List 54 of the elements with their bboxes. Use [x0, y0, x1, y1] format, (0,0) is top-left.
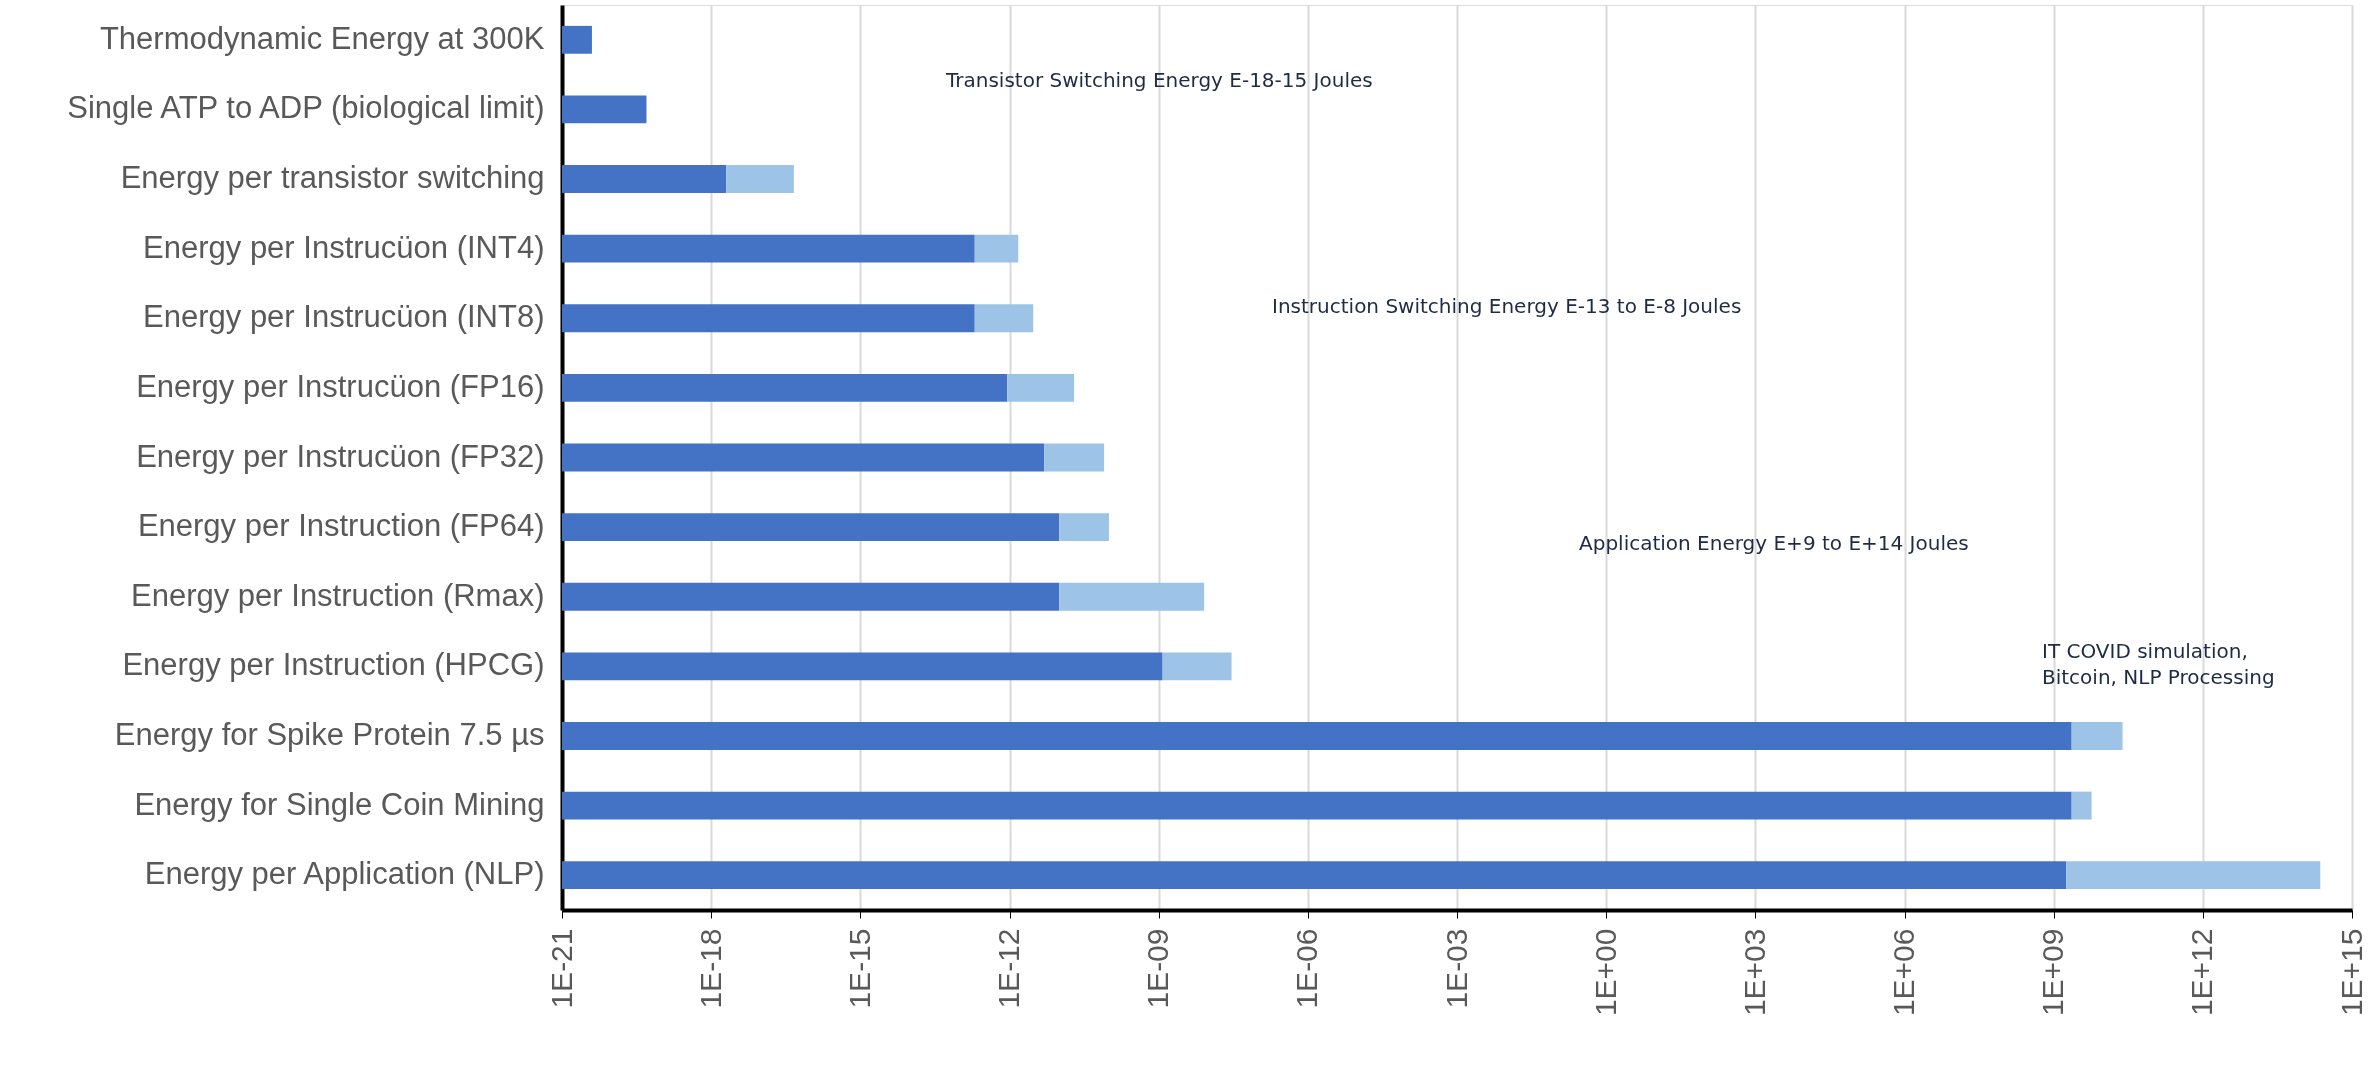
annotation: Application Energy E+9 to E+14 Joules: [1579, 531, 1969, 555]
annotation: IT COVID simulation, Bitcoin, NLP Processing: [2042, 639, 2275, 689]
x-tick-label: 1E+00: [1588, 928, 1622, 1017]
bar: [562, 722, 2072, 750]
y-tick-label: Energy per transistor switching: [120, 160, 545, 196]
y-tick-label: Energy per Application (NLP): [144, 856, 545, 892]
bar: [974, 304, 1034, 333]
x-tick-label: 1E-21: [544, 928, 578, 1009]
bar: [2066, 861, 2321, 890]
bar: [562, 373, 1008, 402]
bar: [1059, 513, 1109, 542]
y-tick-label: Energy per Instrucüon (FP32): [136, 438, 545, 474]
bar: [1044, 443, 1105, 472]
bar: [562, 304, 975, 333]
y-tick-label: Energy per Instruction (Rmax): [131, 577, 545, 613]
bar: [1162, 652, 1232, 681]
bar: [562, 513, 1060, 542]
y-tick-label: Energy per Instrucüon (FP16): [136, 368, 545, 404]
x-tick-label: 1E-15: [842, 928, 876, 1009]
y-tick-label: Thermodynamic Energy at 300K: [99, 20, 545, 56]
bar: [562, 234, 975, 263]
x-tick-label: 1E-09: [1141, 928, 1175, 1009]
x-tick-label: 1E+15: [2334, 928, 2368, 1017]
y-tick-label: Single ATP to ADP (biological limit): [67, 90, 545, 126]
bar: [726, 165, 794, 193]
bar: [562, 791, 2072, 820]
bar: [2071, 791, 2092, 820]
x-tick-label: 1E-06: [1290, 928, 1324, 1009]
bar: [562, 582, 1060, 611]
bar: [1059, 582, 1205, 611]
x-tick-label: 1E+09: [2036, 928, 2070, 1017]
y-tick-label: Energy per Instrucüon (INT4): [143, 229, 545, 265]
y-tick-label: Energy per Instruction (FP64): [137, 508, 545, 544]
bar: [1007, 373, 1075, 402]
x-tick-label: 1E+12: [2185, 928, 2219, 1017]
bar: [562, 165, 727, 193]
y-tick-label: Energy for Spike Protein 7.5 µs: [114, 716, 545, 752]
x-tick-label: 1E-03: [1439, 928, 1473, 1009]
annotation: Instruction Switching Energy E-13 to E-8 Joules: [1272, 294, 1742, 318]
y-tick-label: Energy for Single Coin Mining: [134, 786, 545, 822]
bar: [974, 234, 1019, 263]
bar: [562, 95, 647, 124]
bar: [2071, 722, 2123, 750]
y-tick-label: Energy per Instrucüon (INT8): [143, 299, 545, 335]
bar: [562, 443, 1045, 472]
bar: [562, 652, 1163, 681]
x-tick-label: 1E+03: [1737, 928, 1771, 1017]
annotation: Transistor Switching Energy E-18-15 Joules: [945, 68, 1373, 92]
x-tick-label: 1E-12: [992, 928, 1025, 1009]
bar: [562, 25, 592, 54]
x-tick-label: 1E-18: [693, 928, 727, 1009]
y-tick-label: Energy per Instruction (HPCG): [122, 647, 545, 683]
x-tick-label: 1E+06: [1887, 928, 1920, 1017]
bar: [562, 861, 2067, 890]
